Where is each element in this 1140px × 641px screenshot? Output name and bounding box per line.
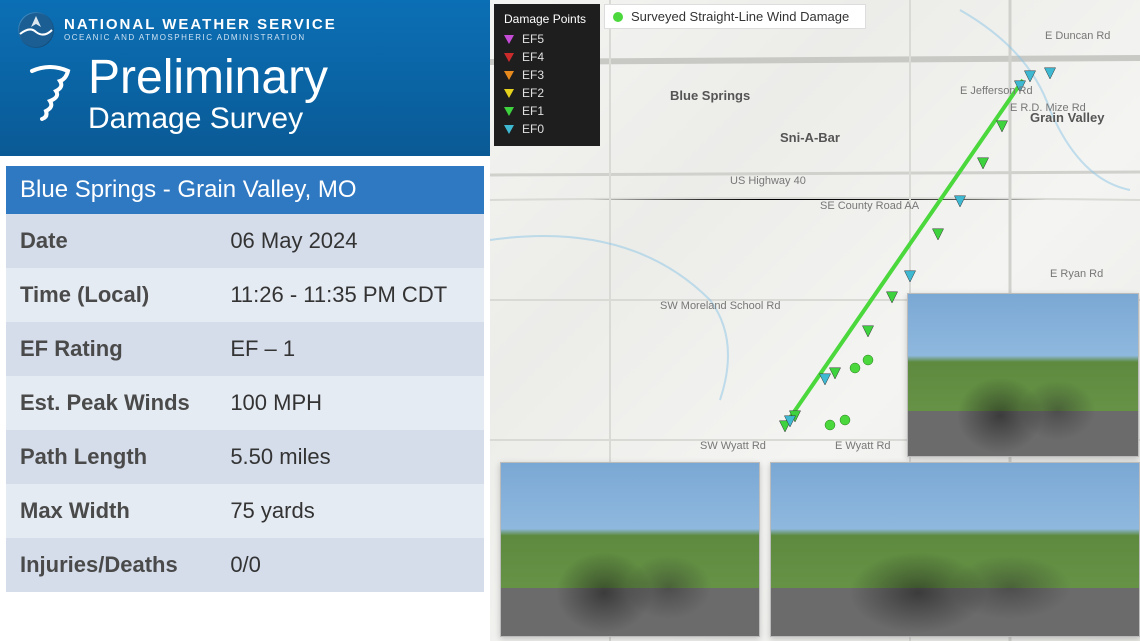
map-city-label: Blue Springs: [670, 88, 750, 103]
left-panel: NATIONAL WEATHER SERVICE OCEANIC AND ATM…: [0, 0, 490, 641]
legend-title: Damage Points: [504, 10, 586, 28]
table-label: Path Length: [6, 430, 216, 484]
legend-item: EF0: [504, 120, 586, 138]
map-road-label: SW Moreland School Rd: [660, 300, 780, 312]
legend-label: EF2: [522, 84, 544, 102]
table-value: 5.50 miles: [216, 430, 484, 484]
legend-label: EF1: [522, 102, 544, 120]
legend-marker-icon: [504, 125, 514, 134]
legend-marker-icon: [504, 35, 514, 44]
map-road-label: SE County Road AA: [820, 200, 919, 212]
map-road-label: US Highway 40: [730, 175, 806, 187]
noaa-logo-icon: [18, 12, 54, 48]
legend-marker-icon: [504, 107, 514, 116]
title-sub: Damage Survey: [88, 104, 328, 134]
damage-photo-building: [770, 462, 1140, 637]
location-header-row: Blue Springs - Grain Valley, MO: [6, 166, 484, 214]
tornado-icon: [26, 65, 74, 123]
wind-damage-legend: Surveyed Straight-Line Wind Damage: [604, 4, 866, 29]
map-road-label: SW Wyatt Rd: [700, 440, 766, 452]
title-main: Preliminary: [88, 54, 328, 102]
map-road-label: E Jefferson Rd: [960, 85, 1033, 97]
location-header: Blue Springs - Grain Valley, MO: [6, 166, 484, 214]
damage-points-legend: Damage Points EF5EF4EF3EF2EF1EF0: [494, 4, 600, 146]
table-row: Injuries/Deaths0/0: [6, 538, 484, 592]
legend-item: EF1: [504, 102, 586, 120]
agency-name: NATIONAL WEATHER SERVICE: [64, 17, 337, 34]
table-value: EF – 1: [216, 322, 484, 376]
map-road-label: E Ryan Rd: [1050, 268, 1103, 280]
legend-label: EF4: [522, 48, 544, 66]
header: NATIONAL WEATHER SERVICE OCEANIC AND ATM…: [0, 0, 490, 156]
right-panel: Blue SpringsGrain ValleySni-A-BarUS High…: [490, 0, 1140, 641]
survey-table: Blue Springs - Grain Valley, MO Date06 M…: [6, 166, 484, 592]
table-label: EF Rating: [6, 322, 216, 376]
table-row: Max Width75 yards: [6, 484, 484, 538]
legend-marker-icon: [504, 53, 514, 62]
table-row: Path Length5.50 miles: [6, 430, 484, 484]
table-value: 11:26 - 11:35 PM CDT: [216, 268, 484, 322]
legend-item: EF4: [504, 48, 586, 66]
table-row: EF RatingEF – 1: [6, 322, 484, 376]
table-row: Est. Peak Winds100 MPH: [6, 376, 484, 430]
green-dot-icon: [613, 12, 623, 22]
damage-photo-trailer: [907, 293, 1139, 457]
legend-label: EF5: [522, 30, 544, 48]
map-city-label: Sni-A-Bar: [780, 130, 840, 145]
damage-photo-rv: [500, 462, 760, 637]
agency-text: NATIONAL WEATHER SERVICE OCEANIC AND ATM…: [64, 17, 337, 42]
table-row: Date06 May 2024: [6, 214, 484, 268]
table-value: 75 yards: [216, 484, 484, 538]
map-road-label: E Duncan Rd: [1045, 30, 1110, 42]
agency-sub: OCEANIC AND ATMOSPHERIC ADMINISTRATION: [64, 34, 337, 43]
map-road-label: E R.D. Mize Rd: [1010, 102, 1086, 114]
table-value: 0/0: [216, 538, 484, 592]
table-label: Time (Local): [6, 268, 216, 322]
legend-item: EF5: [504, 30, 586, 48]
legend-item: EF3: [504, 66, 586, 84]
legend-marker-icon: [504, 71, 514, 80]
table-label: Est. Peak Winds: [6, 376, 216, 430]
wind-damage-label: Surveyed Straight-Line Wind Damage: [631, 9, 849, 24]
table-label: Injuries/Deaths: [6, 538, 216, 592]
legend-label: EF0: [522, 120, 544, 138]
legend-item: EF2: [504, 84, 586, 102]
legend-label: EF3: [522, 66, 544, 84]
title-line: Preliminary Damage Survey: [18, 54, 472, 134]
table-value: 100 MPH: [216, 376, 484, 430]
survey-table-wrap: Blue Springs - Grain Valley, MO Date06 M…: [0, 156, 490, 641]
table-label: Date: [6, 214, 216, 268]
legend-marker-icon: [504, 89, 514, 98]
table-row: Time (Local)11:26 - 11:35 PM CDT: [6, 268, 484, 322]
title-text: Preliminary Damage Survey: [88, 54, 328, 134]
agency-line: NATIONAL WEATHER SERVICE OCEANIC AND ATM…: [18, 12, 472, 48]
table-label: Max Width: [6, 484, 216, 538]
table-value: 06 May 2024: [216, 214, 484, 268]
map-road-label: E Wyatt Rd: [835, 440, 891, 452]
